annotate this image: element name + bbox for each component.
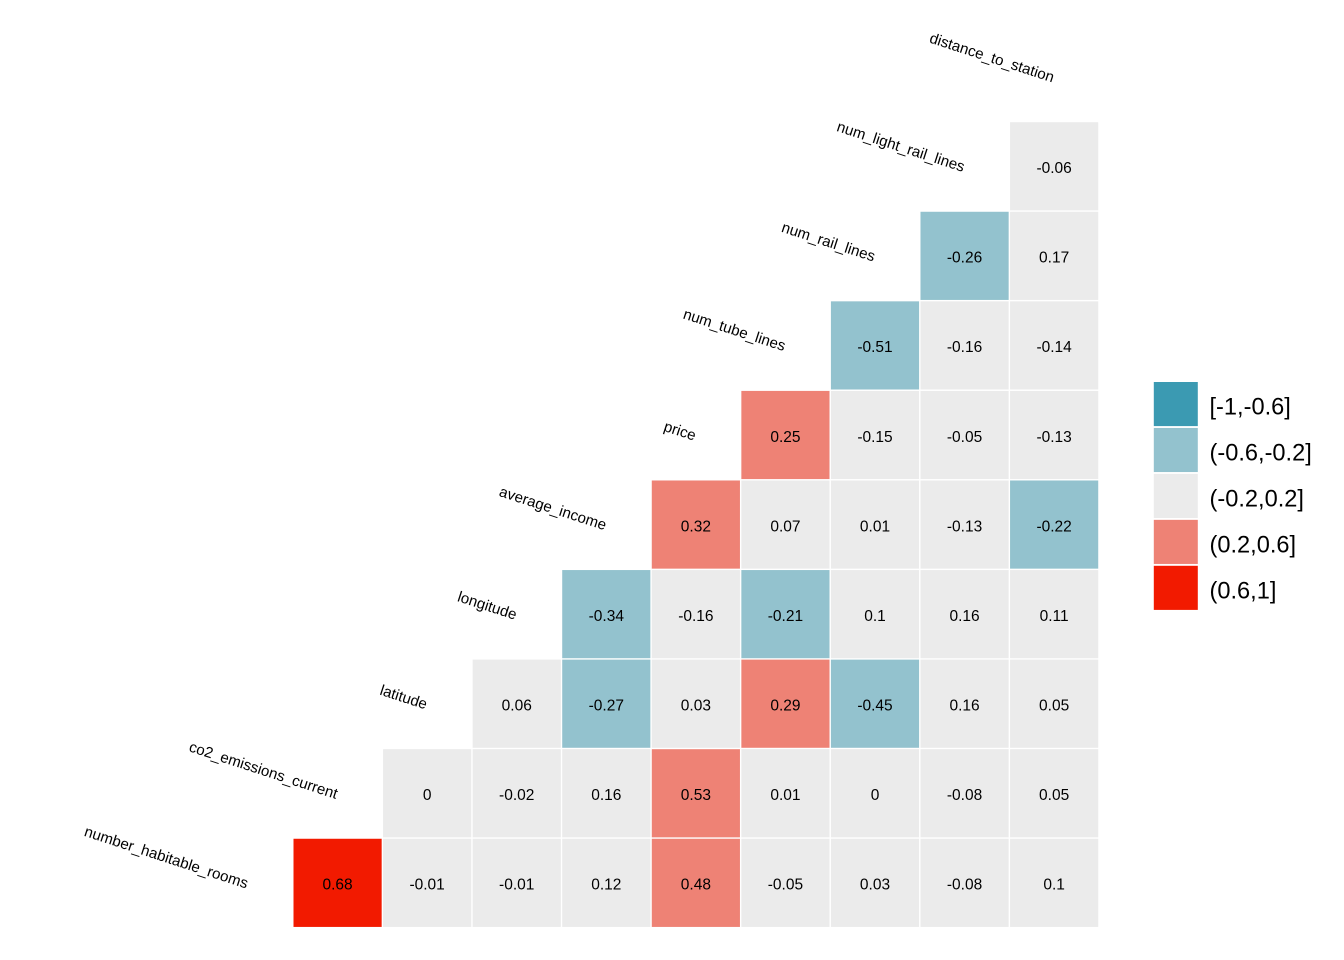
svg-text:(-0.6,-0.2]: (-0.6,-0.2] [1210,441,1312,467]
svg-text:-0.26: -0.26 [947,250,982,267]
svg-text:0.48: 0.48 [681,877,711,894]
svg-text:-0.22: -0.22 [1036,518,1071,535]
svg-text:[-1,-0.6]: [-1,-0.6] [1210,395,1291,421]
svg-text:-0.16: -0.16 [678,608,713,625]
svg-text:(0.2,0.6]: (0.2,0.6] [1210,532,1297,558]
svg-text:0.01: 0.01 [770,787,800,804]
svg-text:0.05: 0.05 [1039,698,1069,715]
svg-text:0: 0 [871,787,880,804]
svg-text:-0.05: -0.05 [947,429,982,446]
svg-text:0.53: 0.53 [681,787,711,804]
svg-text:0.32: 0.32 [681,518,711,535]
svg-text:0.1: 0.1 [1043,877,1065,894]
svg-text:0.68: 0.68 [323,877,353,894]
svg-text:-0.13: -0.13 [947,518,982,535]
svg-text:0.06: 0.06 [502,698,532,715]
svg-text:0.16: 0.16 [949,698,979,715]
svg-text:0: 0 [423,787,432,804]
svg-text:0.1: 0.1 [864,608,886,625]
svg-text:-0.01: -0.01 [499,877,534,894]
svg-text:0.16: 0.16 [591,787,621,804]
svg-text:0.17: 0.17 [1039,250,1069,267]
svg-text:-0.08: -0.08 [947,787,982,804]
svg-text:-0.51: -0.51 [857,339,892,356]
svg-text:0.07: 0.07 [770,518,800,535]
svg-text:0.05: 0.05 [1039,787,1069,804]
svg-text:-0.08: -0.08 [947,877,982,894]
svg-text:-0.13: -0.13 [1036,429,1071,446]
svg-text:0.03: 0.03 [681,698,711,715]
svg-text:-0.14: -0.14 [1036,339,1072,356]
svg-text:-0.21: -0.21 [768,608,803,625]
svg-text:-0.45: -0.45 [857,698,892,715]
svg-text:(0.6,1]: (0.6,1] [1210,578,1277,604]
svg-text:-0.05: -0.05 [768,877,803,894]
svg-text:-0.02: -0.02 [499,787,534,804]
svg-text:-0.15: -0.15 [857,429,892,446]
svg-text:0.01: 0.01 [860,518,890,535]
svg-text:-0.34: -0.34 [589,608,625,625]
svg-text:-0.27: -0.27 [589,698,624,715]
svg-text:-0.06: -0.06 [1036,160,1071,177]
svg-text:0.16: 0.16 [949,608,979,625]
svg-text:(-0.2,0.2]: (-0.2,0.2] [1210,486,1304,512]
svg-text:0.29: 0.29 [770,698,800,715]
svg-text:0.03: 0.03 [860,877,890,894]
svg-text:-0.01: -0.01 [409,877,444,894]
svg-text:0.11: 0.11 [1040,608,1069,625]
svg-text:-0.16: -0.16 [947,339,982,356]
svg-text:0.12: 0.12 [591,877,621,894]
svg-text:0.25: 0.25 [770,429,800,446]
